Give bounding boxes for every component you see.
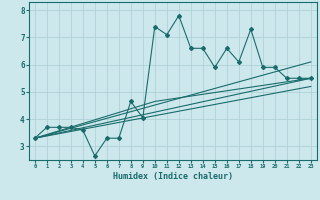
X-axis label: Humidex (Indice chaleur): Humidex (Indice chaleur) <box>113 172 233 181</box>
